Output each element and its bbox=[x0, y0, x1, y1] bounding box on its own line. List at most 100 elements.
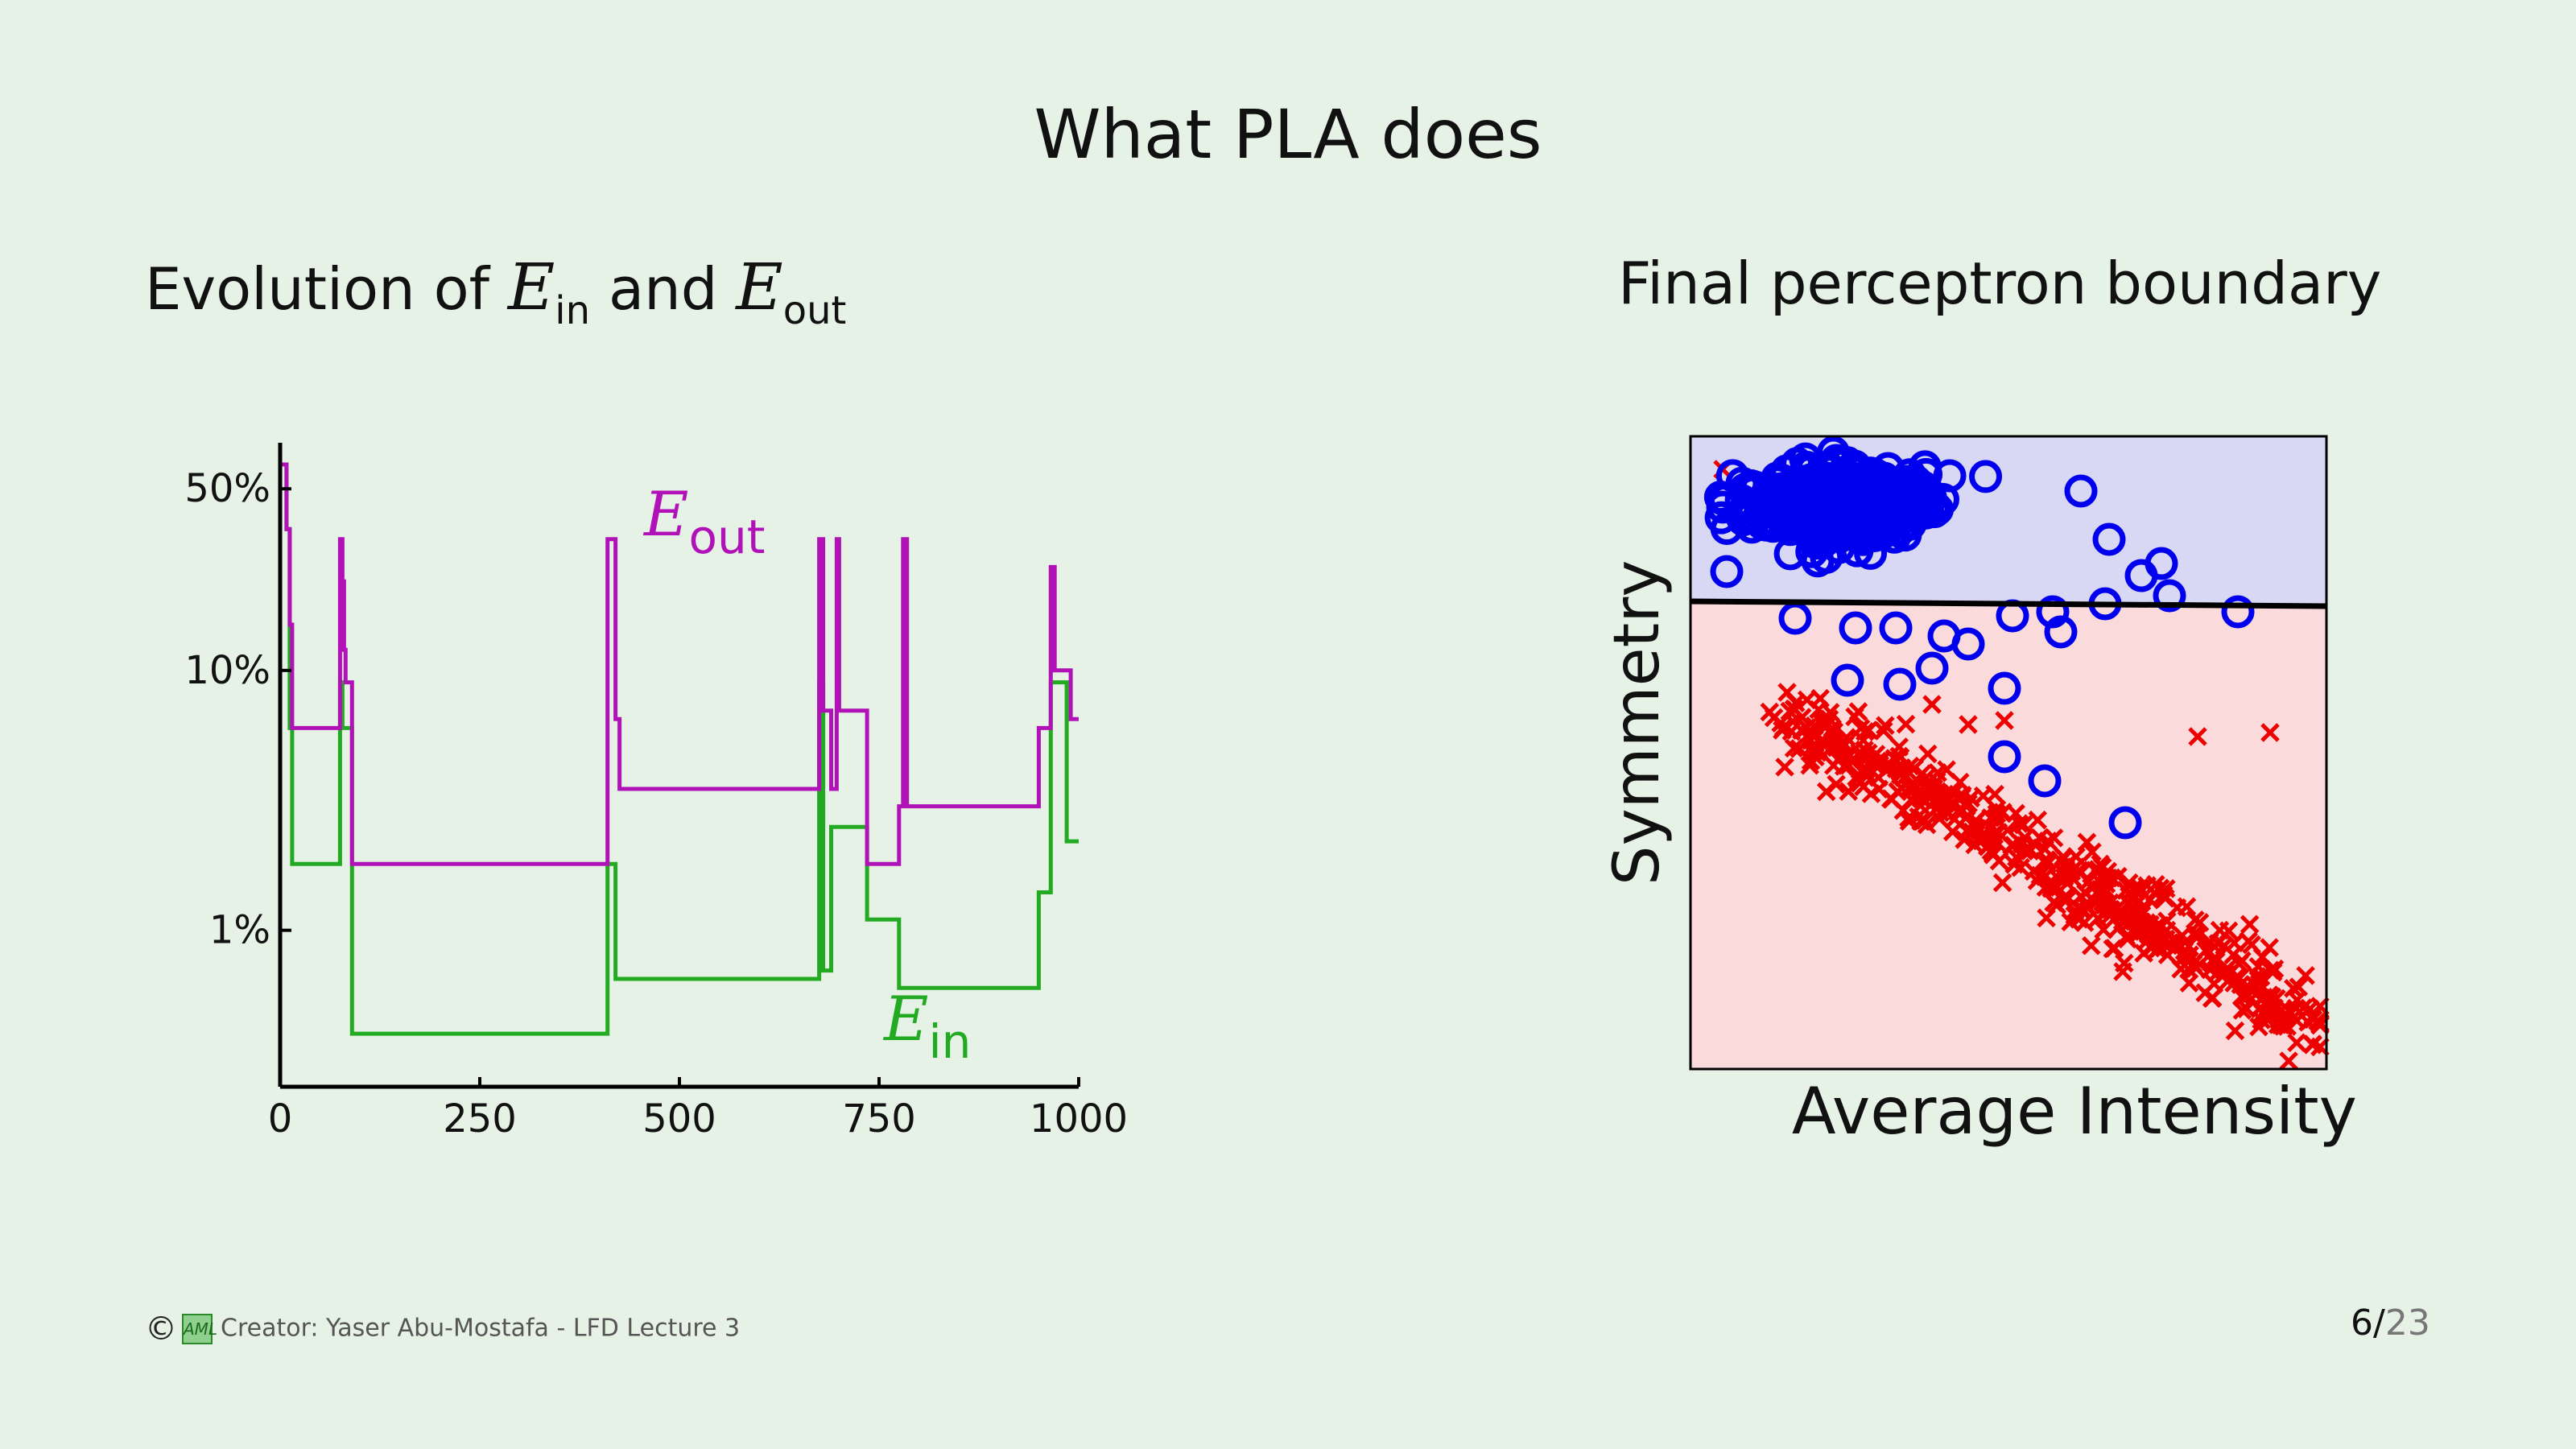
blue-circle-point bbox=[1747, 495, 1781, 529]
heading-e2: E bbox=[736, 250, 783, 324]
red-x-point bbox=[1882, 790, 1901, 809]
blue-circle-point bbox=[1988, 740, 2021, 774]
red-x-point bbox=[2098, 896, 2117, 915]
x-tick-label: 0 bbox=[268, 1096, 293, 1141]
page-current: 6 bbox=[2351, 1302, 2373, 1344]
red-x-point bbox=[1929, 785, 1949, 804]
blue-circle-point bbox=[2064, 474, 2098, 508]
blue-circle-point bbox=[2044, 615, 2078, 649]
red-x-point bbox=[2098, 861, 2118, 881]
series-lines bbox=[280, 462, 1079, 1036]
red-x-point bbox=[1995, 711, 2014, 730]
blue-circle-point bbox=[1879, 611, 1913, 645]
red-x-point bbox=[2303, 1034, 2322, 1054]
red-x-point bbox=[2219, 921, 2239, 941]
footer-credit: © AML Creator: Yaser Abu-Mostafa - LFD Lec… bbox=[145, 1311, 740, 1348]
footer-text: Creator: Yaser Abu-Mostafa - LFD Lecture… bbox=[221, 1314, 741, 1343]
red-x-point bbox=[2054, 847, 2073, 866]
red-x-point bbox=[1775, 758, 1794, 777]
red-x-point bbox=[1777, 683, 1797, 702]
perceptron-boundary-line bbox=[1690, 598, 2327, 609]
red-x-point bbox=[1896, 714, 1916, 734]
blue-circle-point bbox=[2092, 522, 2126, 556]
red-x-point bbox=[2225, 1021, 2245, 1041]
red-x-point bbox=[2231, 986, 2252, 1006]
blue-circle-point bbox=[2036, 595, 2070, 629]
red-x-point bbox=[2035, 840, 2055, 859]
blue-circle-point bbox=[1814, 493, 1847, 526]
red-x-point bbox=[2258, 1010, 2278, 1030]
right-panel-heading: Final perceptron boundary bbox=[1618, 250, 2382, 317]
red-x-point bbox=[2156, 889, 2175, 908]
perceptron-boundary-chart: Symmetry Average Intensity bbox=[1601, 435, 2357, 1149]
red-x-point bbox=[2277, 1017, 2297, 1036]
red-x-point bbox=[2190, 913, 2210, 932]
red-x-point bbox=[2145, 926, 2164, 945]
red-x-point bbox=[2037, 908, 2056, 928]
blue-circle-point bbox=[1839, 611, 1872, 645]
red-x-point bbox=[2229, 954, 2249, 974]
blue-circle-point bbox=[1889, 508, 1923, 542]
red-x-point bbox=[2002, 836, 2021, 856]
red-x-point bbox=[1922, 695, 1942, 714]
red-x-point bbox=[2177, 897, 2197, 917]
red-x-point bbox=[1809, 739, 1828, 759]
x-axis-label: Average Intensity bbox=[1792, 1074, 2357, 1149]
series-label-ein: Ein bbox=[882, 983, 971, 1069]
red-x-point bbox=[2207, 952, 2226, 971]
red-x-point bbox=[2065, 906, 2084, 925]
blue-circle-point bbox=[1951, 627, 1985, 661]
blue-circle-point bbox=[1773, 537, 1807, 571]
blue-circle-point bbox=[2108, 806, 2142, 840]
blue-circle-point bbox=[1969, 460, 2003, 493]
y-axis-label: Symmetry bbox=[1601, 560, 1674, 886]
red-x-point bbox=[2264, 998, 2284, 1018]
heading-text-pre: Evolution of bbox=[145, 255, 508, 323]
heading-e1: E bbox=[507, 250, 555, 324]
red-x-point bbox=[2129, 903, 2149, 923]
red-x-point bbox=[1760, 702, 1780, 722]
red-x-point bbox=[2218, 971, 2238, 991]
series-line-ein bbox=[280, 462, 1079, 1036]
red-x-point bbox=[2260, 985, 2279, 1005]
red-x-point bbox=[1885, 749, 1904, 768]
blue-circle-point bbox=[1710, 555, 1744, 588]
blue-circle-point bbox=[1814, 455, 1847, 489]
red-x-point bbox=[1859, 720, 1879, 740]
red-x-point bbox=[1854, 777, 1873, 797]
red-x-point bbox=[2037, 855, 2057, 874]
red-x-point bbox=[2078, 897, 2097, 917]
red-x-point bbox=[2260, 723, 2280, 742]
red-x-point bbox=[1911, 786, 1931, 807]
red-x-point bbox=[1918, 744, 1938, 764]
red-x-point bbox=[2242, 980, 2262, 1001]
x-tick-label: 1000 bbox=[1030, 1096, 1128, 1141]
red-x-point bbox=[1930, 803, 1950, 823]
red-x-point bbox=[1874, 721, 1893, 741]
blue-circle-point bbox=[1831, 663, 1864, 697]
red-x-point bbox=[1820, 703, 1840, 722]
red-x-point bbox=[1959, 794, 1978, 813]
heading-text-mid: and bbox=[590, 255, 737, 323]
red-x-point bbox=[1992, 873, 2013, 893]
red-x-point bbox=[1937, 760, 1956, 779]
red-x-points bbox=[1713, 460, 2330, 1071]
plot-frame bbox=[1689, 435, 2328, 1071]
red-x-point bbox=[1797, 690, 1817, 710]
red-x-point bbox=[2011, 857, 2030, 877]
red-x-point bbox=[1845, 707, 1864, 727]
red-x-point bbox=[2157, 945, 2178, 964]
red-x-point bbox=[2251, 967, 2271, 986]
red-x-point bbox=[2109, 917, 2129, 937]
red-x-point bbox=[2224, 933, 2244, 953]
red-x-point bbox=[2186, 923, 2205, 943]
red-x-point bbox=[2188, 727, 2207, 746]
page-separator: / bbox=[2373, 1302, 2385, 1344]
red-x-point bbox=[2283, 979, 2303, 998]
red-x-point bbox=[1868, 768, 1889, 787]
red-x-point bbox=[2019, 838, 2038, 857]
left-panel-heading: Evolution of Ein and Eout bbox=[145, 250, 846, 333]
red-x-point bbox=[2195, 983, 2215, 1003]
red-x-point bbox=[2082, 935, 2101, 956]
